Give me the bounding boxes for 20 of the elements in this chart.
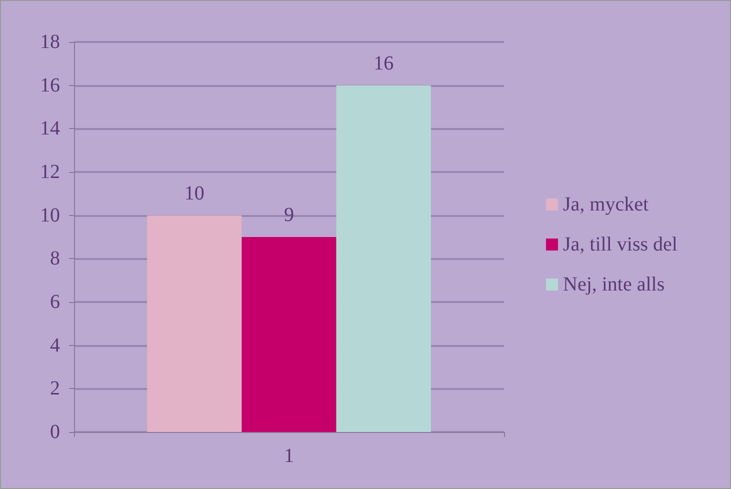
y-tick-label: 18 xyxy=(40,31,60,53)
y-tick-label: 14 xyxy=(40,118,60,140)
data-label: 9 xyxy=(284,204,294,226)
legend-label: Nej, inte alls xyxy=(563,274,665,296)
data-label: 10 xyxy=(184,182,204,204)
legend-label: Ja, mycket xyxy=(563,194,649,216)
y-tick-label: 16 xyxy=(40,74,60,96)
y-tick-label: 6 xyxy=(50,291,60,313)
y-tick-label: 12 xyxy=(40,161,60,183)
data-label: 16 xyxy=(374,52,394,74)
y-tick-label: 8 xyxy=(50,248,60,270)
legend-label: Ja, till viss del xyxy=(563,234,678,256)
y-tick-label: 2 xyxy=(50,378,60,400)
x-tick-label: 1 xyxy=(284,445,294,467)
y-tick-label: 0 xyxy=(50,421,60,443)
bar xyxy=(147,215,242,432)
bar xyxy=(242,237,336,432)
y-tick-label: 10 xyxy=(40,204,60,226)
y-tick-label: 4 xyxy=(50,334,60,356)
bar xyxy=(336,85,431,432)
